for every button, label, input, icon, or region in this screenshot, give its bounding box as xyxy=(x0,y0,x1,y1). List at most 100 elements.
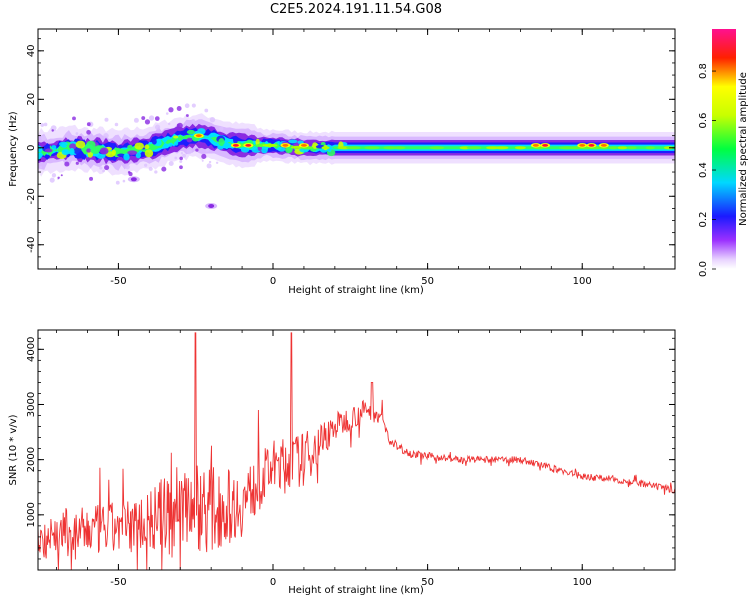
colorbar-label: Normalized spectral amplitude xyxy=(738,72,749,226)
spectrogram-mottle xyxy=(466,146,482,150)
spectrogram-mottle xyxy=(394,146,406,150)
spectrogram-speckle xyxy=(176,106,182,111)
spectrogram-speckle xyxy=(174,156,178,160)
spectrogram-mottle xyxy=(256,143,266,147)
spectrogram-blob xyxy=(240,146,250,153)
spectrogram-speckle xyxy=(168,160,174,166)
spectrogram-speckle xyxy=(102,169,105,173)
snr-xtick-label: 0 xyxy=(270,577,276,588)
spectrogram-blob xyxy=(117,145,124,149)
spectrogram-speckle xyxy=(148,166,153,171)
spectrogram-speckle xyxy=(72,116,76,121)
spectrogram-speckle xyxy=(209,117,216,123)
spectrogram-blob xyxy=(99,147,109,155)
spectrogram-speckle xyxy=(114,122,119,127)
spectrogram-speckle xyxy=(154,124,161,130)
spectrogram-hotspot xyxy=(542,143,549,147)
spectrogram-speckle xyxy=(154,170,158,174)
spectrogram-blob xyxy=(134,142,145,150)
spectrogram-speckle xyxy=(49,177,55,183)
spectrogram-mottle xyxy=(495,146,509,150)
spectrogram-speckle xyxy=(86,129,91,135)
spectrogram-blob xyxy=(127,144,133,150)
spectrogram-mottle xyxy=(608,146,618,150)
colorbar-tick-label: 0.8 xyxy=(698,63,709,79)
spectrogram-speckle xyxy=(57,176,60,179)
spectrogram-blob xyxy=(86,140,96,149)
figure-title: C2E5.2024.191.11.54.G08 xyxy=(269,2,443,17)
spectrogram-blob xyxy=(223,142,232,147)
spectrogram-mottle xyxy=(364,146,380,150)
spectrogram-hotspot xyxy=(245,143,252,147)
spectrogram-ytick-label: -40 xyxy=(26,237,37,253)
spectrogram-speckle xyxy=(191,103,196,108)
spectrogram-blob xyxy=(197,128,206,135)
spectrogram-speckle xyxy=(64,161,70,167)
spectrogram-speckle xyxy=(75,132,79,135)
spectrogram-hotspot xyxy=(579,143,586,147)
spectrogram-speckle xyxy=(165,112,169,115)
spectrogram-speckle xyxy=(115,180,120,185)
spectrogram-blob xyxy=(86,148,92,153)
spectrogram-speckle xyxy=(215,161,219,164)
colorbar-tick-label: 0.6 xyxy=(698,113,709,129)
spectrogram-speckle xyxy=(176,123,180,127)
spectrogram-speckle xyxy=(180,152,184,155)
spectrogram-speckle xyxy=(191,119,196,123)
spectrogram-mottle xyxy=(645,146,655,150)
spectrogram-speckle xyxy=(179,165,183,170)
spectrogram-speckle xyxy=(161,166,167,172)
spectrogram-speckle xyxy=(144,119,151,125)
snr-xlabel: Height of straight line (km) xyxy=(288,585,424,596)
spectrogram-speckle xyxy=(40,135,47,141)
spectrogram-mottle xyxy=(321,146,330,150)
spectrogram-blob xyxy=(186,129,196,135)
spectrogram-speckle xyxy=(104,165,110,171)
spectrogram-speckle xyxy=(60,174,63,177)
spectrogram-feature xyxy=(208,203,215,208)
spectrogram-blob xyxy=(127,150,138,156)
spectrogram-blob xyxy=(288,139,298,144)
snr-ytick-label: 3000 xyxy=(26,392,37,417)
spectrogram-blob xyxy=(144,144,150,150)
colorbar: 0.0 0.2 0.4 0.6 0.8 Normalized spectral ampl… xyxy=(698,29,749,277)
spectrogram-blob xyxy=(111,149,116,156)
spectrogram-speckle xyxy=(51,129,54,132)
spectrogram-ytick-label: -20 xyxy=(26,188,37,204)
spectrogram-speckle xyxy=(201,159,204,162)
spectrogram-mottle xyxy=(626,146,637,150)
spectrogram-hotspot xyxy=(588,143,595,147)
spectrogram-speckle xyxy=(147,133,151,137)
spectrogram-speckle xyxy=(179,156,183,161)
spectrogram-speckle xyxy=(184,103,190,109)
spectrogram-speckle xyxy=(86,122,91,127)
snr-ytick-label: 2000 xyxy=(26,447,37,472)
spectrogram-xlabel: Height of straight line (km) xyxy=(288,285,424,296)
spectrogram-blob xyxy=(218,138,225,146)
spectrogram-xtick-label: 0 xyxy=(270,276,276,287)
snr-ytick-label: 4000 xyxy=(26,337,37,362)
snr-panel: -50 0 50 100 1000 2000 3000 4000 Height of stra… xyxy=(8,329,676,596)
spectrogram-frame xyxy=(37,28,676,270)
spectrogram-hotspot xyxy=(232,143,239,147)
spectrogram-blob xyxy=(44,148,53,153)
snr-xtick-label: 50 xyxy=(421,577,434,588)
spectrogram-blob xyxy=(310,148,317,152)
spectrogram-blob xyxy=(75,140,86,149)
spectrogram-ytick-label: 40 xyxy=(26,44,37,57)
spectrogram-speckle xyxy=(208,160,212,164)
spectrogram-blob xyxy=(61,149,70,156)
spectrogram-speckle xyxy=(99,166,103,170)
spectrogram-ticks: -50 0 50 100 -40 -20 0 20 40 xyxy=(26,29,676,287)
spectrogram-xtick-label: -50 xyxy=(110,276,126,287)
spectrogram-speckle xyxy=(133,117,139,123)
spectrogram-speckle xyxy=(219,126,224,131)
spectrogram-mottle xyxy=(514,146,526,150)
spectrogram-speckle xyxy=(148,115,155,121)
spectrogram-blob xyxy=(69,143,77,150)
colorbar-tick-label: 0.2 xyxy=(698,212,709,228)
colorbar-tick-label: 0.0 xyxy=(698,261,709,277)
colorbar-tick-label: 0.4 xyxy=(698,162,709,178)
spectrogram-blob xyxy=(173,135,179,139)
